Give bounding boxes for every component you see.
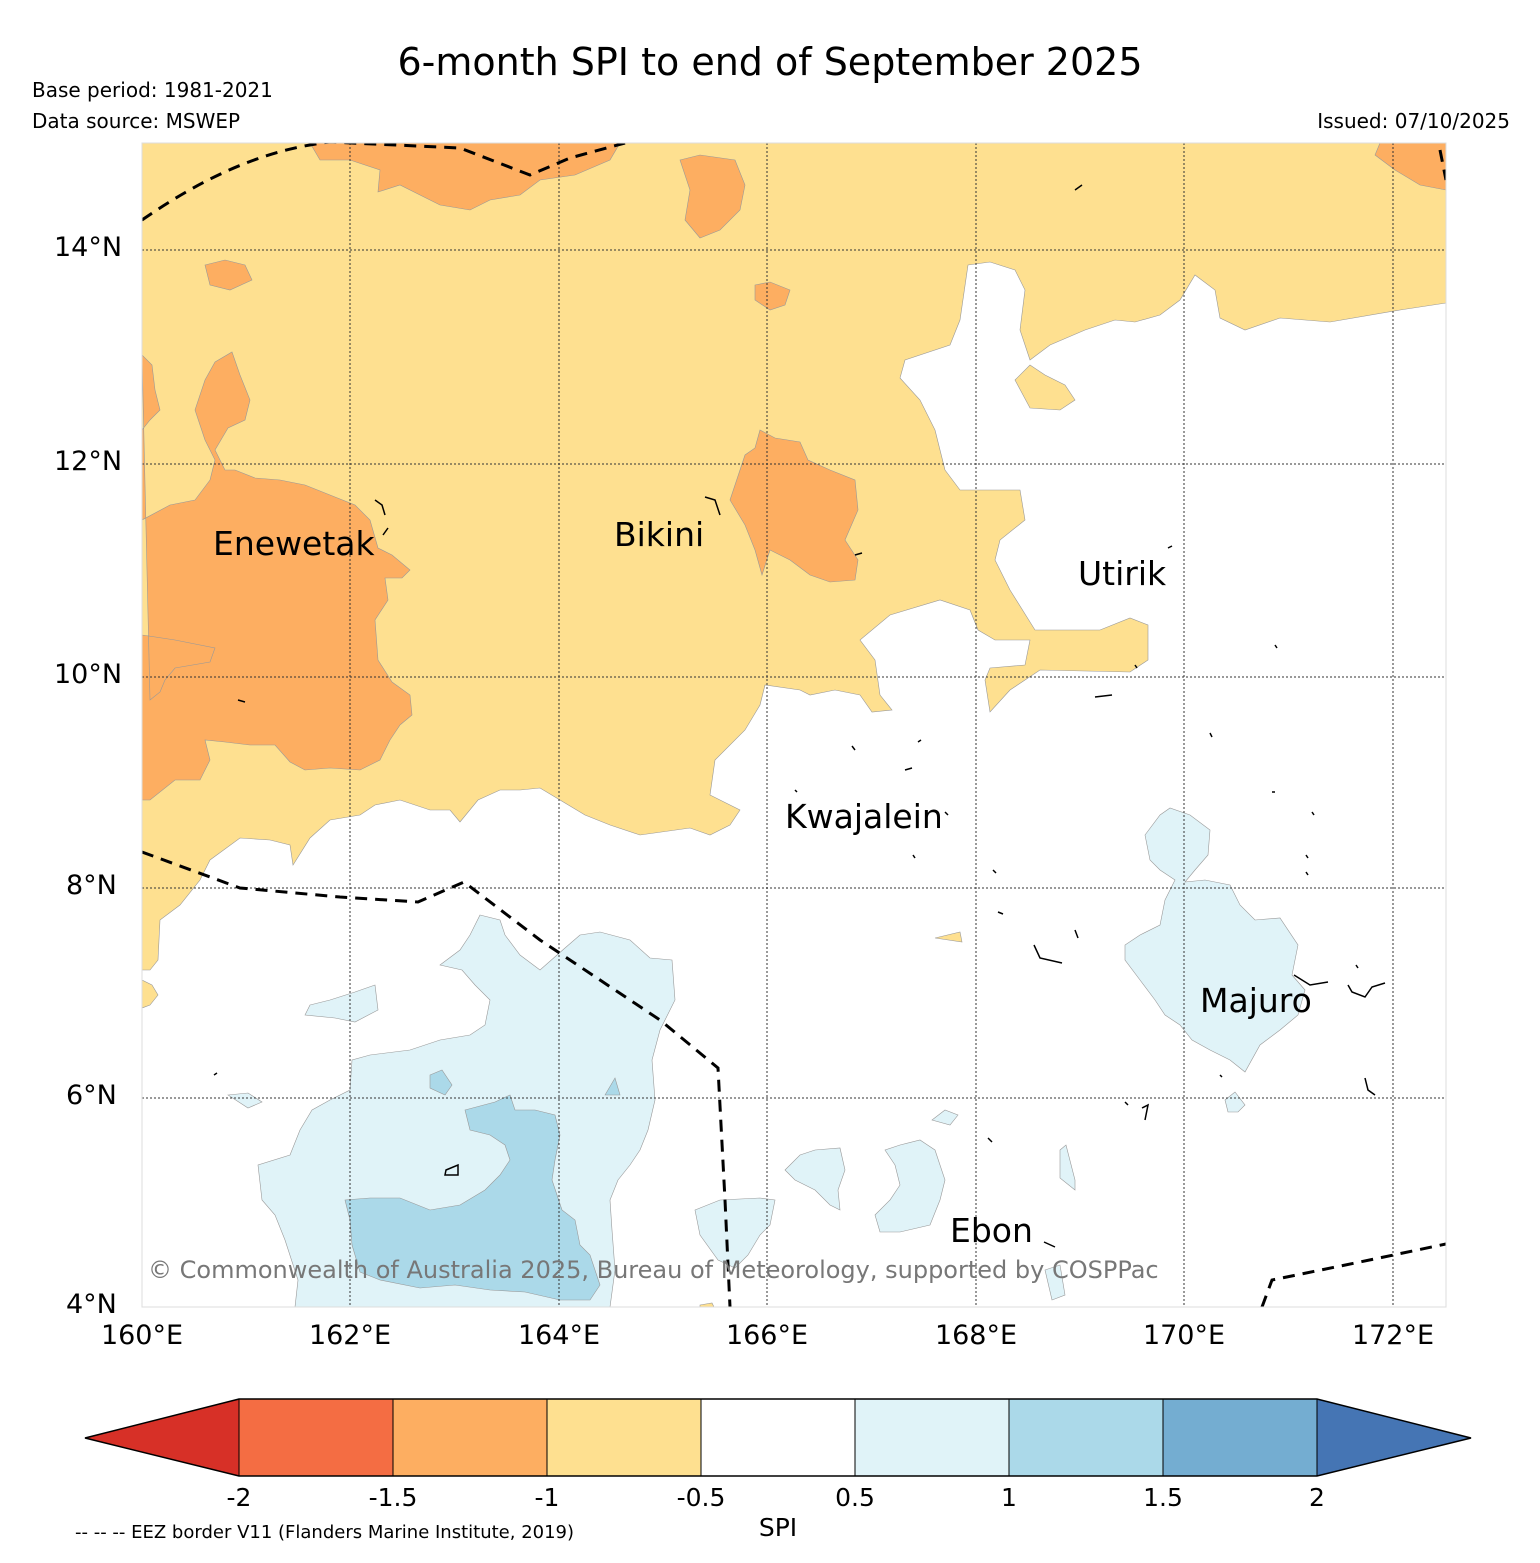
lat-label-6n: 6°N: [66, 1080, 117, 1111]
lat-label-8n: 8°N: [66, 870, 117, 901]
spi-region-wet-south-4: [1059, 1144, 1076, 1191]
spi-region-wet-se1: [1224, 1091, 1246, 1113]
spi-region-wet-medium-2: [429, 1069, 453, 1096]
colorbar-extend-high: [1317, 1399, 1471, 1476]
label-kwajalein: Kwajalein: [785, 797, 943, 836]
spi-region-dry-bikini: [729, 429, 859, 583]
spi-region-dry-light-2: [142, 979, 159, 1009]
lon-label-164e: 164°E: [517, 1320, 601, 1351]
spi-region-dry-north-4: [754, 281, 791, 311]
lat-label-4n: 4°N: [66, 1289, 117, 1320]
lon-label-170e: 170°E: [1142, 1320, 1226, 1351]
spi-region-wet-sw1: [304, 984, 379, 1023]
spi-region-dry-northeast: [1374, 143, 1446, 191]
lat-label-12n: 12°N: [54, 446, 123, 477]
colorbar-tick: 2: [1309, 1483, 1325, 1512]
colorbar-segment-4: [701, 1399, 855, 1476]
eez-note: -- -- -- EEZ border V11 (Flanders Marine…: [75, 1522, 575, 1543]
label-majuro: Majuro: [1200, 981, 1312, 1020]
spi-region-dry-small-2: [699, 1302, 715, 1307]
colorbar-tick: -1.5: [368, 1483, 418, 1512]
label-ebon: Ebon: [950, 1211, 1033, 1250]
colorbar-segment-1: [239, 1399, 393, 1476]
lat-label-10n: 10°N: [54, 659, 123, 690]
eez-borders: [142, 143, 1446, 1307]
label-bikini: Bikini: [614, 515, 704, 554]
lon-label-172e: 172°E: [1351, 1320, 1435, 1351]
lat-label-14n: 14°N: [54, 232, 123, 263]
colorbar-label: SPI: [758, 1513, 798, 1542]
spi-region-wet-south-6: [931, 1109, 959, 1126]
spi-region-dry-north-1: [309, 143, 621, 211]
spi-region-wet-south-2: [784, 1147, 846, 1211]
spi-region-dry-north-2: [679, 154, 746, 239]
label-utirik: Utirik: [1078, 554, 1167, 593]
colorbar-segment-6: [1009, 1399, 1163, 1476]
colorbar-tick: 1: [1001, 1483, 1017, 1512]
lon-label-162e: 162°E: [308, 1320, 392, 1351]
colorbar: [84, 1398, 1472, 1477]
colorbar-tick: -2: [226, 1483, 252, 1512]
label-enewetak: Enewetak: [213, 524, 376, 563]
colorbar-tick: 1.5: [1143, 1483, 1183, 1512]
colorbar-segment-3: [547, 1399, 701, 1476]
copyright-notice: © Commonwealth of Australia 2025, Bureau…: [148, 1256, 1159, 1284]
issued-date: Issued: 07/10/2025: [1317, 109, 1510, 133]
colorbar-tick: -1: [534, 1483, 560, 1512]
spi-region-dry-enewetak: [142, 351, 413, 801]
spi-region-dry-small-1: [934, 931, 963, 943]
spi-region-wet-medium-3: [604, 1077, 621, 1096]
spi-region-wet-sw2: [227, 1092, 263, 1109]
spi-region-dry-north-3: [204, 259, 253, 291]
base-period: Base period: 1981-2021: [32, 78, 273, 102]
data-source: Data source: MSWEP: [32, 109, 241, 133]
colorbar-segment-2: [393, 1399, 547, 1476]
spi-region-wet-south-7: [1044, 1264, 1066, 1301]
gridlines: [142, 143, 1446, 1307]
lon-label-160e: 160°E: [100, 1320, 184, 1351]
spi-region-wet-south-3: [874, 1139, 946, 1233]
map-title: 6-month SPI to end of September 2025: [397, 40, 1143, 84]
colorbar-segment-7: [1163, 1399, 1317, 1476]
spi-region-wet-south-5: [694, 1197, 776, 1269]
spi-region-dry-utirik: [1014, 364, 1076, 411]
colorbar-segment-5: [855, 1399, 1009, 1476]
spi-region-wet-majuro: [1124, 807, 1306, 1073]
colorbar-tick: 0.5: [835, 1483, 875, 1512]
lon-label-166e: 166°E: [725, 1320, 809, 1351]
colorbar-tick: -0.5: [676, 1483, 726, 1512]
islands: [213, 184, 1386, 1248]
lon-label-168e: 168°E: [934, 1320, 1018, 1351]
map-frame: [141, 142, 1447, 1308]
colorbar-extend-low: [85, 1399, 239, 1476]
